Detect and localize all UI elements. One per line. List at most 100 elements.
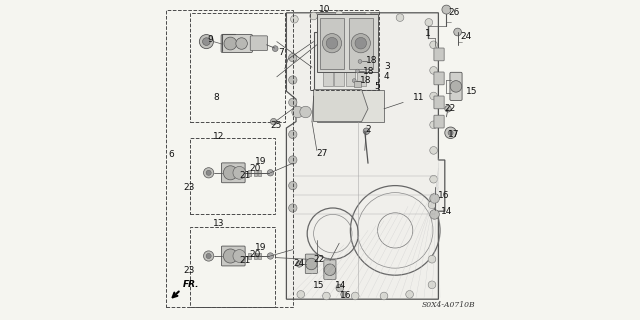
Circle shape bbox=[396, 14, 404, 21]
Text: 18: 18 bbox=[364, 67, 374, 76]
Bar bbox=[166, 10, 293, 307]
Text: FR.: FR. bbox=[182, 280, 199, 289]
Bar bbox=[191, 13, 285, 122]
Text: 16: 16 bbox=[340, 292, 351, 300]
Circle shape bbox=[289, 53, 297, 62]
Bar bbox=[354, 81, 361, 87]
Text: 17: 17 bbox=[448, 130, 460, 139]
Circle shape bbox=[448, 130, 453, 135]
FancyBboxPatch shape bbox=[434, 115, 444, 128]
Text: 19: 19 bbox=[255, 157, 266, 166]
Text: 21: 21 bbox=[239, 256, 250, 265]
Circle shape bbox=[268, 253, 274, 259]
Text: 19: 19 bbox=[255, 243, 266, 252]
Text: 22: 22 bbox=[445, 104, 456, 113]
Circle shape bbox=[202, 38, 210, 45]
Bar bbox=[320, 18, 344, 69]
FancyBboxPatch shape bbox=[324, 260, 336, 279]
Circle shape bbox=[289, 130, 297, 139]
FancyBboxPatch shape bbox=[434, 72, 444, 85]
Text: 10: 10 bbox=[319, 5, 331, 14]
Circle shape bbox=[206, 170, 211, 175]
Circle shape bbox=[291, 15, 298, 23]
Circle shape bbox=[341, 291, 347, 298]
Text: S0X4-A0710B: S0X4-A0710B bbox=[422, 301, 475, 309]
Text: 9: 9 bbox=[207, 35, 213, 44]
Polygon shape bbox=[314, 90, 368, 122]
Text: 1: 1 bbox=[425, 29, 431, 38]
Circle shape bbox=[289, 156, 297, 164]
Circle shape bbox=[236, 38, 248, 49]
FancyBboxPatch shape bbox=[250, 36, 268, 51]
Bar bbox=[349, 18, 372, 69]
Text: 16: 16 bbox=[438, 191, 449, 200]
Circle shape bbox=[442, 5, 451, 14]
Text: 21: 21 bbox=[239, 171, 250, 180]
Circle shape bbox=[289, 204, 297, 212]
Circle shape bbox=[451, 81, 462, 92]
Circle shape bbox=[223, 166, 237, 180]
FancyBboxPatch shape bbox=[434, 96, 444, 109]
Text: 6: 6 bbox=[168, 150, 173, 159]
Circle shape bbox=[296, 261, 302, 267]
Bar bbox=[357, 35, 367, 86]
Bar bbox=[191, 138, 275, 214]
Text: 15: 15 bbox=[314, 281, 324, 290]
Text: 23: 23 bbox=[184, 183, 195, 192]
Circle shape bbox=[428, 255, 436, 263]
Circle shape bbox=[323, 292, 330, 300]
Circle shape bbox=[289, 98, 297, 107]
Text: 27: 27 bbox=[316, 149, 328, 158]
Circle shape bbox=[445, 106, 451, 112]
Circle shape bbox=[351, 292, 359, 300]
Text: 26: 26 bbox=[448, 8, 460, 17]
Circle shape bbox=[200, 35, 214, 49]
Circle shape bbox=[204, 251, 214, 261]
Text: 24: 24 bbox=[294, 259, 305, 268]
Circle shape bbox=[335, 11, 343, 18]
Circle shape bbox=[445, 127, 456, 139]
Circle shape bbox=[273, 46, 278, 52]
Circle shape bbox=[430, 175, 438, 183]
Text: 8: 8 bbox=[213, 93, 219, 102]
Circle shape bbox=[323, 34, 342, 53]
Circle shape bbox=[364, 128, 370, 134]
Circle shape bbox=[430, 92, 438, 100]
Text: 7: 7 bbox=[278, 48, 284, 57]
Circle shape bbox=[430, 147, 438, 154]
Circle shape bbox=[324, 57, 332, 65]
Text: 15: 15 bbox=[466, 87, 477, 96]
Circle shape bbox=[454, 28, 461, 36]
FancyBboxPatch shape bbox=[434, 48, 444, 61]
Circle shape bbox=[428, 281, 436, 289]
Circle shape bbox=[289, 76, 297, 84]
Bar bbox=[248, 170, 251, 176]
Bar bbox=[317, 14, 378, 72]
Circle shape bbox=[346, 57, 355, 65]
FancyBboxPatch shape bbox=[221, 246, 245, 266]
Polygon shape bbox=[287, 13, 445, 299]
Bar bbox=[191, 227, 275, 307]
Circle shape bbox=[324, 264, 336, 276]
Circle shape bbox=[430, 121, 438, 129]
Circle shape bbox=[289, 181, 297, 190]
Circle shape bbox=[352, 79, 356, 83]
Circle shape bbox=[233, 250, 246, 262]
FancyBboxPatch shape bbox=[221, 35, 253, 52]
Text: 13: 13 bbox=[213, 219, 224, 228]
Text: 2: 2 bbox=[365, 125, 371, 134]
Circle shape bbox=[428, 201, 436, 209]
Circle shape bbox=[292, 106, 303, 118]
Circle shape bbox=[355, 37, 367, 49]
Bar bbox=[259, 170, 262, 176]
Circle shape bbox=[406, 291, 413, 298]
Bar bbox=[310, 10, 379, 90]
Text: 22: 22 bbox=[314, 255, 324, 264]
Text: 12: 12 bbox=[213, 132, 224, 140]
Bar bbox=[254, 253, 257, 259]
Circle shape bbox=[364, 12, 372, 20]
Text: 14: 14 bbox=[335, 281, 346, 290]
Circle shape bbox=[306, 258, 317, 270]
Text: 5: 5 bbox=[374, 82, 380, 91]
Circle shape bbox=[310, 12, 317, 20]
